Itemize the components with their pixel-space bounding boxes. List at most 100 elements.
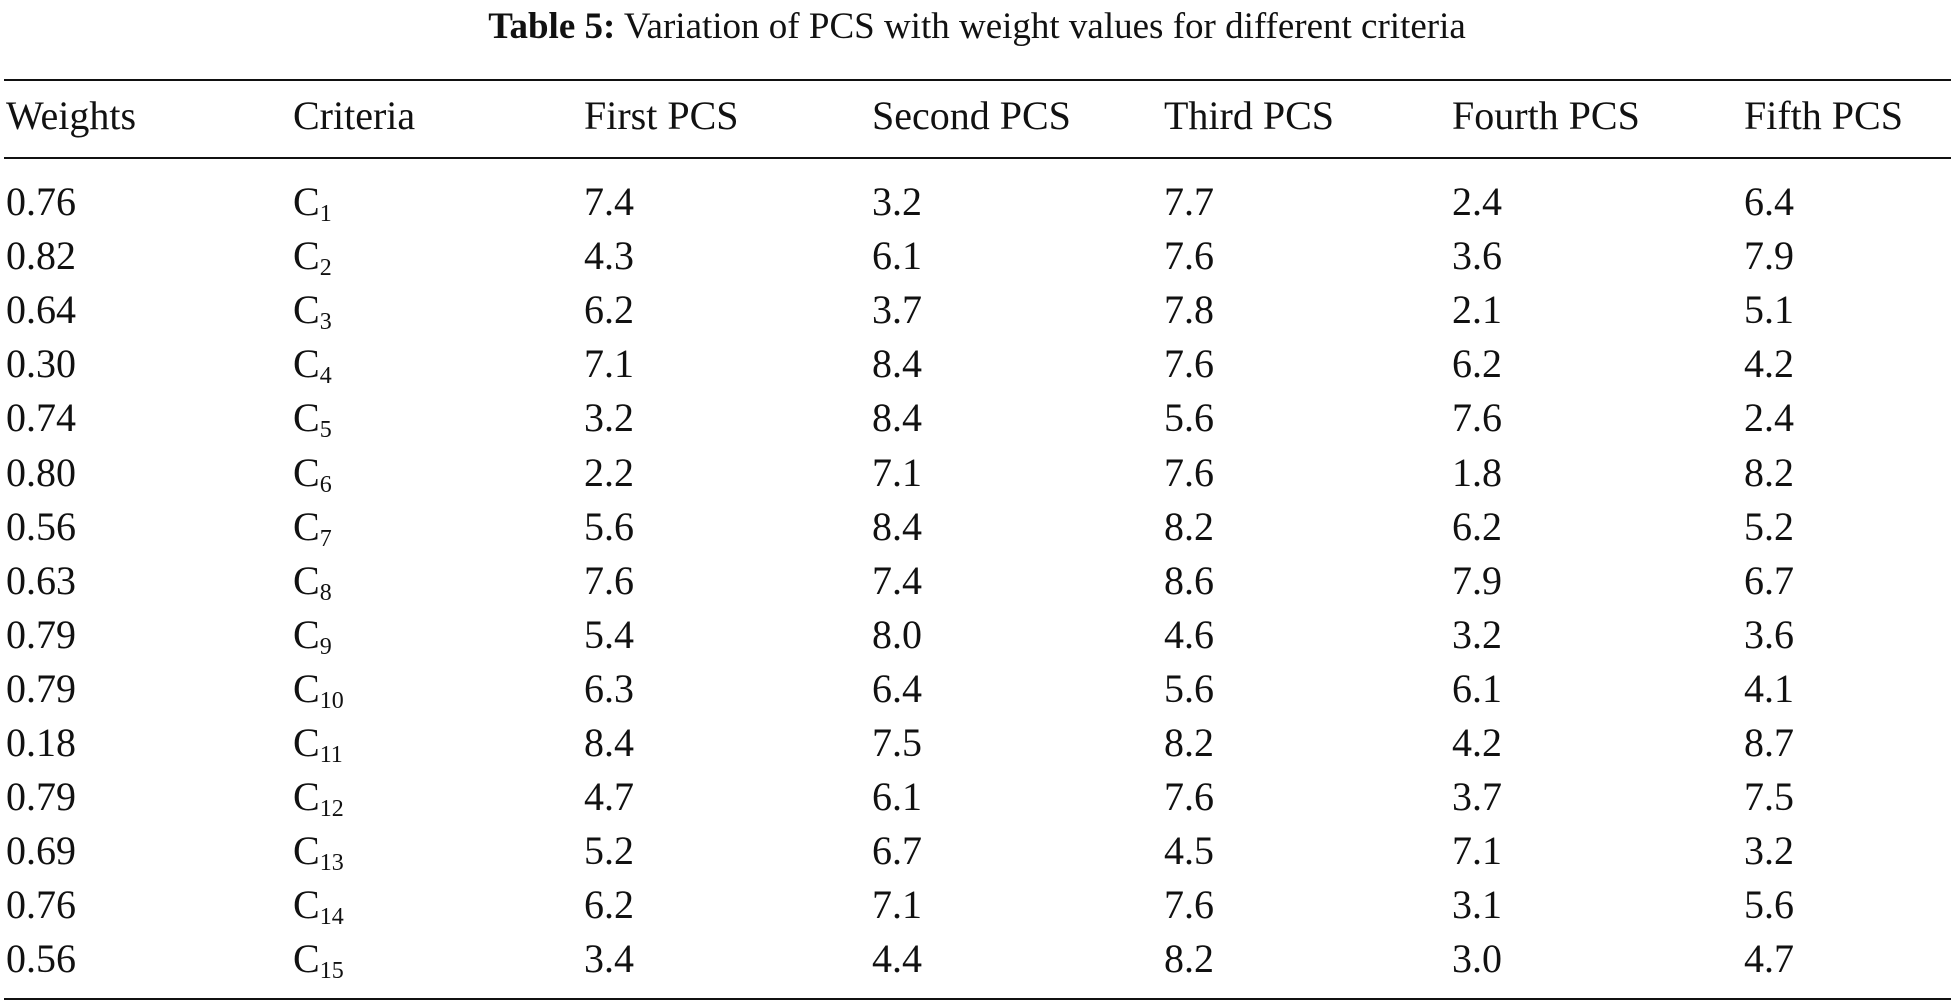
criteria-symbol: C <box>293 287 320 332</box>
cell-weight: 0.74 <box>6 395 76 440</box>
cell-first-pcs: 4.7 <box>584 774 634 819</box>
cell-criteria: C3 <box>293 287 332 335</box>
cell-first-pcs: 5.4 <box>584 612 634 657</box>
cell-weight: 0.76 <box>6 882 76 927</box>
cell-second-pcs: 6.4 <box>872 666 922 711</box>
cell-first-pcs: 6.2 <box>584 882 634 927</box>
cell-third-pcs: 5.6 <box>1164 395 1214 440</box>
cell-first-pcs: 7.4 <box>584 179 634 224</box>
cell-fifth-pcs: 6.7 <box>1744 558 1794 603</box>
cell-fourth-pcs: 7.9 <box>1452 558 1502 603</box>
cell-third-pcs: 8.2 <box>1164 720 1214 765</box>
cell-second-pcs: 7.1 <box>872 882 922 927</box>
cell-third-pcs: 4.6 <box>1164 612 1214 657</box>
cell-weight: 0.56 <box>6 504 76 549</box>
cell-weight: 0.18 <box>6 720 76 765</box>
cell-fourth-pcs: 7.1 <box>1452 828 1502 873</box>
cell-second-pcs: 6.7 <box>872 828 922 873</box>
cell-fourth-pcs: 3.0 <box>1452 936 1502 981</box>
cell-third-pcs: 8.2 <box>1164 504 1214 549</box>
criteria-index: 11 <box>319 742 343 768</box>
cell-third-pcs: 7.6 <box>1164 450 1214 495</box>
criteria-index: 12 <box>319 796 344 822</box>
header-weights: Weights <box>6 93 137 138</box>
criteria-index: 10 <box>319 688 344 714</box>
criteria-index: 15 <box>319 958 344 984</box>
cell-weight: 0.76 <box>6 179 76 224</box>
header-first-pcs: First PCS <box>584 93 739 138</box>
cell-fifth-pcs: 3.2 <box>1744 828 1794 873</box>
criteria-symbol: C <box>293 936 320 981</box>
criteria-symbol: C <box>293 774 320 819</box>
cell-fourth-pcs: 6.1 <box>1452 666 1502 711</box>
criteria-symbol: C <box>293 179 320 224</box>
cell-weight: 0.79 <box>6 612 76 657</box>
table-header-rule <box>4 157 1951 159</box>
cell-criteria: C5 <box>293 395 332 443</box>
cell-criteria: C1 <box>293 179 332 227</box>
cell-third-pcs: 7.8 <box>1164 287 1214 332</box>
cell-fourth-pcs: 3.6 <box>1452 233 1502 278</box>
criteria-symbol: C <box>293 395 320 440</box>
cell-fourth-pcs: 1.8 <box>1452 450 1502 495</box>
header-second-pcs: Second PCS <box>872 93 1071 138</box>
cell-criteria: C14 <box>293 885 344 930</box>
criteria-index: 8 <box>319 580 332 606</box>
criteria-index: 2 <box>319 255 332 281</box>
cell-fifth-pcs: 4.1 <box>1744 666 1794 711</box>
criteria-index: 4 <box>319 363 332 389</box>
criteria-index: 13 <box>319 850 344 876</box>
cell-first-pcs: 8.4 <box>584 720 634 765</box>
cell-second-pcs: 7.1 <box>872 450 922 495</box>
criteria-index: 6 <box>319 472 332 498</box>
table-caption-text: Variation of PCS with weight values for … <box>623 6 1466 47</box>
cell-criteria: C4 <box>293 344 332 389</box>
cell-fourth-pcs: 3.2 <box>1452 612 1502 657</box>
cell-weight: 0.69 <box>6 828 76 873</box>
cell-third-pcs: 5.6 <box>1164 666 1214 711</box>
cell-third-pcs: 4.5 <box>1164 828 1214 873</box>
cell-fourth-pcs: 4.2 <box>1452 720 1502 765</box>
cell-second-pcs: 8.4 <box>872 341 922 386</box>
cell-fifth-pcs: 7.5 <box>1744 774 1794 819</box>
header-fourth-pcs: Fourth PCS <box>1452 93 1640 138</box>
cell-fifth-pcs: 2.4 <box>1744 395 1794 440</box>
cell-weight: 0.30 <box>6 341 76 386</box>
cell-third-pcs: 7.6 <box>1164 233 1214 278</box>
cell-fifth-pcs: 3.6 <box>1744 612 1794 657</box>
criteria-index: 1 <box>319 201 332 227</box>
cell-fifth-pcs: 4.2 <box>1744 341 1794 386</box>
cell-first-pcs: 6.3 <box>584 666 634 711</box>
cell-third-pcs: 7.7 <box>1164 179 1214 224</box>
cell-weight: 0.63 <box>6 558 76 603</box>
cell-fourth-pcs: 2.4 <box>1452 179 1502 224</box>
table-caption-label: Table 5: <box>488 6 616 47</box>
cell-first-pcs: 4.3 <box>584 233 634 278</box>
header-fifth-pcs: Fifth PCS <box>1744 93 1903 138</box>
cell-second-pcs: 4.4 <box>872 936 922 981</box>
cell-first-pcs: 5.6 <box>584 504 634 549</box>
cell-weight: 0.82 <box>6 233 76 278</box>
criteria-symbol: C <box>293 504 320 549</box>
criteria-symbol: C <box>293 828 320 873</box>
cell-fourth-pcs: 6.2 <box>1452 504 1502 549</box>
criteria-index: 9 <box>319 634 332 660</box>
cell-first-pcs: 6.2 <box>584 287 634 332</box>
cell-fifth-pcs: 8.2 <box>1744 450 1794 495</box>
cell-criteria: C9 <box>293 612 332 660</box>
table-caption: Table 5: Variation of PCS with weight va… <box>0 0 1954 54</box>
cell-third-pcs: 7.6 <box>1164 341 1214 386</box>
criteria-index: 3 <box>319 309 332 335</box>
cell-second-pcs: 7.5 <box>872 720 922 765</box>
cell-criteria: C2 <box>293 236 332 281</box>
cell-criteria: C7 <box>293 504 332 552</box>
cell-second-pcs: 6.1 <box>872 233 922 278</box>
criteria-symbol: C <box>293 612 320 657</box>
cell-third-pcs: 7.6 <box>1164 774 1214 819</box>
cell-fifth-pcs: 7.9 <box>1744 233 1794 278</box>
cell-weight: 0.56 <box>6 936 76 981</box>
cell-criteria: C15 <box>293 936 344 984</box>
cell-fifth-pcs: 5.1 <box>1744 287 1794 332</box>
cell-fourth-pcs: 3.1 <box>1452 882 1502 927</box>
cell-first-pcs: 2.2 <box>584 450 634 495</box>
